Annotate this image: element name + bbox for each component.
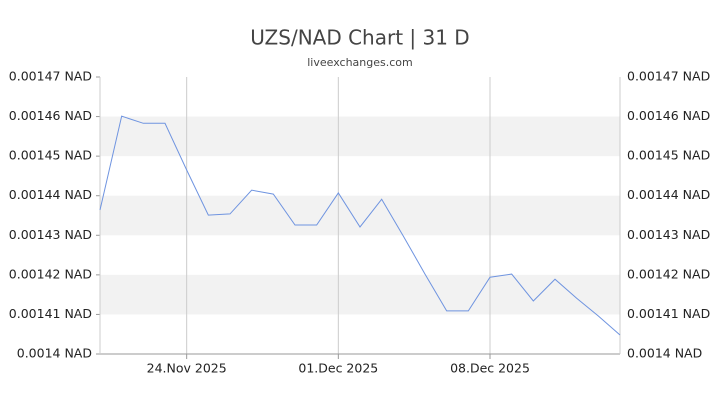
x-tick-label: 08.Dec 2025 [450, 361, 530, 376]
x-tick-label: 24.Nov 2025 [147, 361, 227, 376]
y-tick-label-right: 0.00144 NAD [627, 187, 710, 202]
y-tick-label-right: 0.00143 NAD [627, 227, 710, 242]
chart-subtitle: liveexchanges.com [307, 56, 412, 69]
y-tick-label: 0.00147 NAD [9, 69, 92, 84]
y-tick-label: 0.00142 NAD [9, 266, 92, 281]
grid-band [100, 274, 620, 315]
y-tick-label-right: 0.00147 NAD [627, 69, 710, 84]
y-tick-label-right: 0.00142 NAD [627, 266, 710, 281]
y-tick-label: 0.00143 NAD [9, 227, 92, 242]
y-tick-label: 0.00146 NAD [9, 108, 92, 123]
price-line [99, 115, 621, 336]
grid-band [100, 195, 620, 236]
y-tick-label-right: 0.00145 NAD [627, 148, 710, 163]
y-tick-label: 0.0014 NAD [17, 346, 92, 361]
y-tick-label: 0.00141 NAD [9, 306, 92, 321]
y-tick-label-right: 0.0014 NAD [627, 346, 702, 361]
y-tick-label-right: 0.00146 NAD [627, 108, 710, 123]
y-tick-label: 0.00145 NAD [9, 148, 92, 163]
y-tick-label-right: 0.00141 NAD [627, 306, 710, 321]
chart-title: UZS/NAD Chart | 31 D [250, 26, 469, 50]
y-tick-label: 0.00144 NAD [9, 187, 92, 202]
x-tick-label: 01.Dec 2025 [298, 361, 378, 376]
